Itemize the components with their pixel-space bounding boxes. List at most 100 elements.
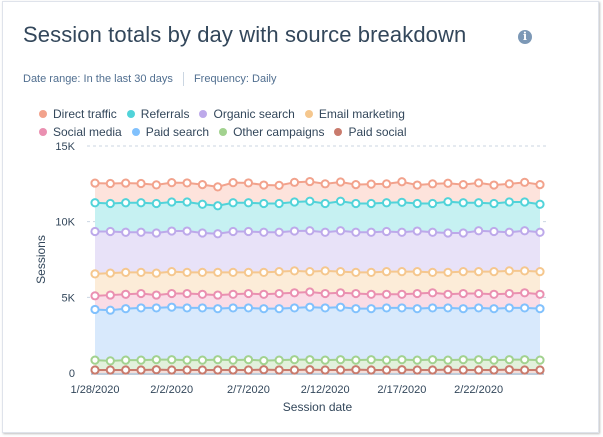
point-direct-traffic[interactable] (243, 178, 254, 188)
point-organic-search[interactable] (474, 226, 484, 236)
point-referrals[interactable] (243, 198, 254, 208)
point-email-marketing[interactable] (213, 267, 223, 277)
point-other-campaigns[interactable] (197, 355, 208, 365)
point-email-marketing[interactable] (90, 269, 100, 279)
point-organic-search[interactable] (427, 227, 438, 237)
point-email-marketing[interactable] (458, 267, 468, 277)
point-social-media[interactable] (228, 289, 238, 299)
point-direct-traffic[interactable] (197, 179, 208, 190)
point-email-marketing[interactable] (320, 266, 330, 276)
point-paid-social[interactable] (90, 365, 100, 375)
point-social-media[interactable] (520, 288, 530, 298)
point-direct-traffic[interactable] (228, 178, 238, 188)
point-paid-search[interactable] (274, 304, 284, 314)
point-referrals[interactable] (397, 197, 407, 207)
point-email-marketing[interactable] (182, 267, 192, 277)
point-paid-search[interactable] (458, 304, 468, 314)
point-paid-social[interactable] (105, 365, 115, 375)
point-social-media[interactable] (381, 289, 392, 299)
point-other-campaigns[interactable] (535, 355, 545, 365)
point-paid-search[interactable] (504, 303, 514, 313)
point-email-marketing[interactable] (381, 267, 392, 277)
point-direct-traffic[interactable] (289, 177, 300, 187)
point-email-marketing[interactable] (105, 268, 115, 278)
point-organic-search[interactable] (274, 227, 284, 237)
point-social-media[interactable] (366, 289, 376, 299)
point-referrals[interactable] (182, 197, 192, 207)
point-paid-search[interactable] (427, 303, 438, 313)
point-paid-social[interactable] (351, 365, 361, 375)
point-referrals[interactable] (520, 197, 530, 207)
point-direct-traffic[interactable] (136, 178, 146, 189)
point-organic-search[interactable] (136, 227, 146, 237)
point-other-campaigns[interactable] (366, 355, 376, 365)
point-other-campaigns[interactable] (397, 355, 407, 365)
point-paid-social[interactable] (489, 365, 499, 375)
point-organic-search[interactable] (381, 226, 392, 237)
point-social-media[interactable] (182, 288, 192, 299)
point-referrals[interactable] (90, 198, 100, 208)
point-paid-social[interactable] (320, 365, 330, 375)
point-paid-search[interactable] (121, 304, 131, 314)
legend-item[interactable]: Other campaigns (219, 125, 324, 139)
point-paid-social[interactable] (167, 365, 177, 375)
point-paid-social[interactable] (458, 365, 468, 375)
point-social-media[interactable] (458, 288, 468, 299)
point-other-campaigns[interactable] (335, 355, 346, 365)
point-other-campaigns[interactable] (182, 355, 192, 365)
point-paid-social[interactable] (412, 365, 422, 375)
point-organic-search[interactable] (412, 226, 422, 236)
point-other-campaigns[interactable] (520, 355, 530, 365)
point-paid-social[interactable] (259, 365, 269, 375)
point-email-marketing[interactable] (335, 267, 346, 277)
point-social-media[interactable] (289, 288, 300, 298)
point-email-marketing[interactable] (504, 266, 514, 276)
point-organic-search[interactable] (489, 226, 499, 237)
point-email-marketing[interactable] (305, 267, 315, 277)
point-organic-search[interactable] (458, 228, 468, 238)
point-organic-search[interactable] (504, 227, 514, 237)
point-social-media[interactable] (197, 289, 208, 299)
point-referrals[interactable] (105, 198, 115, 209)
point-social-media[interactable] (443, 289, 453, 299)
point-social-media[interactable] (243, 288, 254, 299)
point-organic-search[interactable] (182, 226, 192, 236)
point-referrals[interactable] (289, 197, 300, 207)
point-email-marketing[interactable] (243, 267, 254, 277)
point-email-marketing[interactable] (520, 266, 530, 276)
point-referrals[interactable] (351, 198, 361, 209)
point-organic-search[interactable] (320, 227, 330, 237)
point-paid-search[interactable] (489, 304, 499, 314)
point-organic-search[interactable] (243, 226, 254, 237)
point-direct-traffic[interactable] (489, 180, 499, 190)
point-direct-traffic[interactable] (213, 182, 223, 192)
point-other-campaigns[interactable] (259, 355, 269, 366)
point-social-media[interactable] (504, 288, 514, 299)
point-email-marketing[interactable] (136, 267, 146, 277)
point-direct-traffic[interactable] (182, 178, 192, 188)
point-direct-traffic[interactable] (520, 177, 530, 187)
point-paid-social[interactable] (274, 365, 284, 375)
point-direct-traffic[interactable] (167, 178, 177, 188)
point-referrals[interactable] (458, 198, 468, 208)
point-paid-search[interactable] (320, 303, 330, 313)
point-social-media[interactable] (335, 288, 346, 298)
point-other-campaigns[interactable] (489, 355, 499, 365)
point-paid-search[interactable] (366, 304, 376, 314)
point-paid-social[interactable] (335, 365, 346, 375)
point-referrals[interactable] (443, 197, 453, 207)
point-referrals[interactable] (197, 199, 208, 209)
point-social-media[interactable] (259, 289, 269, 299)
point-referrals[interactable] (366, 198, 376, 209)
point-paid-search[interactable] (213, 304, 223, 314)
point-other-campaigns[interactable] (228, 355, 238, 365)
point-referrals[interactable] (335, 196, 346, 206)
point-direct-traffic[interactable] (458, 179, 468, 190)
point-paid-social[interactable] (289, 365, 300, 375)
point-email-marketing[interactable] (121, 267, 131, 277)
point-paid-social[interactable] (504, 365, 514, 375)
point-paid-search[interactable] (197, 303, 208, 313)
point-social-media[interactable] (489, 289, 499, 299)
point-organic-search[interactable] (121, 227, 131, 237)
point-organic-search[interactable] (366, 227, 376, 237)
